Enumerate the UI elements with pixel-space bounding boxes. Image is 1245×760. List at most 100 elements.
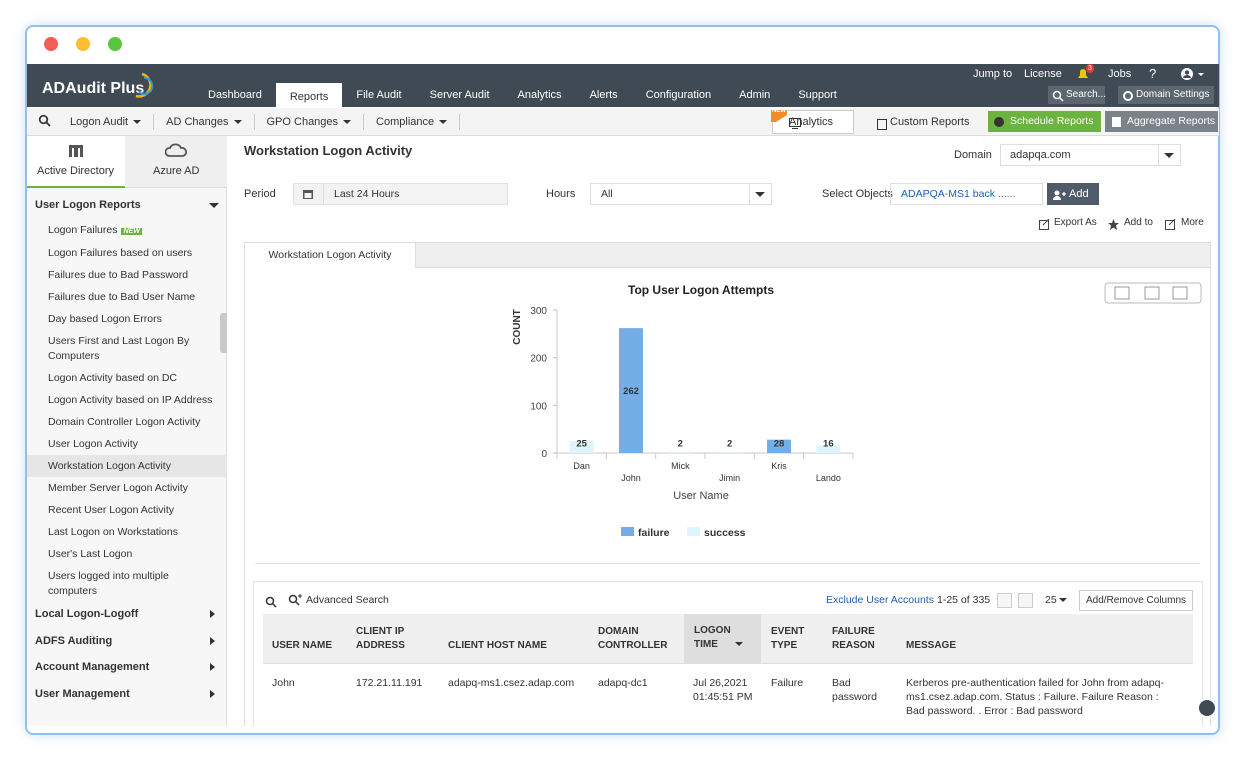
advanced-search[interactable]: Advanced Search [306, 594, 389, 606]
action-link[interactable]: Add to [1124, 217, 1153, 228]
aggregate-reports-button[interactable]: Aggregate Reports [1105, 111, 1218, 132]
page-size[interactable]: 25 [1045, 592, 1073, 608]
domain-settings[interactable]: Domain Settings [1118, 86, 1214, 104]
subnav-menu[interactable]: AD Changes [154, 114, 255, 130]
bell-icon[interactable] [1076, 67, 1090, 81]
ad-icon[interactable] [67, 142, 85, 158]
action-icon[interactable] [1039, 217, 1050, 230]
columns-button[interactable]: Add/Remove Columns [1079, 590, 1193, 611]
sidebar-item[interactable]: Users logged into multiple computers [27, 565, 227, 602]
period-select[interactable]: Last 24 Hours [293, 183, 508, 205]
sidebar-item[interactable]: Users First and Last Logon By Computers [27, 330, 227, 367]
sidebar-section[interactable]: User Management [27, 681, 227, 708]
sidebar-handle[interactable] [220, 313, 227, 353]
sidebar-item[interactable]: Workstation Logon Activity [27, 455, 227, 477]
schedule-reports-button[interactable]: Schedule Reports [988, 111, 1101, 132]
custom-reports-button[interactable]: Custom Reports [870, 110, 978, 134]
sidebar-item[interactable]: Member Server Logon Activity [27, 477, 227, 499]
column-header[interactable]: FAILURE REASON [832, 625, 887, 653]
subnav-menu[interactable]: Logon Audit [58, 114, 155, 130]
user-menu[interactable] [1180, 67, 1208, 81]
sidebar-section[interactable]: Local Logon-Logoff [27, 601, 227, 628]
hours-select[interactable]: All [590, 183, 772, 205]
icon-part [164, 143, 187, 157]
top-link[interactable]: License [1024, 68, 1062, 80]
sidebar-item[interactable]: Logon Activity based on IP Address [27, 389, 227, 411]
sidebar-item[interactable]: Logon Failures NEW [27, 219, 227, 242]
domain-select[interactable]: adapqa.com [1000, 144, 1181, 166]
window-button[interactable] [44, 37, 58, 51]
nav-tab[interactable]: Reports [275, 83, 343, 107]
sidebar-section[interactable]: User Logon Reports [27, 192, 227, 219]
sidebar-item[interactable]: Failures due to Bad User Name [27, 286, 227, 308]
nav-tab[interactable]: Support [798, 89, 837, 101]
paging-info: 1-25 of 335 [937, 594, 991, 606]
sidebar-item[interactable]: User's Last Logon [27, 543, 227, 565]
sidebar-tab-label[interactable]: Active Directory [37, 165, 115, 177]
icon-part [271, 602, 277, 608]
icon-part [1039, 220, 1049, 230]
nav-tab[interactable]: Server Audit [429, 89, 490, 101]
column-header[interactable]: CLIENT IP ADDRESS [356, 625, 431, 653]
nav-tab[interactable]: Alerts [589, 89, 618, 101]
icon-part [771, 110, 787, 122]
nav-tab[interactable]: Dashboard [208, 89, 262, 101]
sidebar-item[interactable]: Logon Failures based on users [27, 242, 227, 264]
advanced-search-icon[interactable] [288, 594, 302, 607]
sidebar-item-text: Day based Logon Errors [48, 312, 162, 325]
table-cell: Jul 26,2021 01:45:51 PM [693, 677, 753, 703]
column-header[interactable]: MESSAGE [906, 625, 1186, 653]
objects-input[interactable]: ADAPQA-MS1 back ...... [890, 183, 1043, 205]
nav-tab[interactable]: File Audit [356, 89, 402, 101]
period-label: Period [244, 188, 276, 200]
data-label: 2 [678, 439, 683, 450]
sidebar-section[interactable]: Account Management [27, 654, 227, 681]
action-icon[interactable] [1165, 217, 1176, 230]
page-size-value: 25 [1045, 594, 1057, 606]
column-header[interactable]: DOMAIN CONTROLLER [598, 625, 673, 653]
sidebar-item[interactable]: Domain Controller Logon Activity [27, 411, 227, 433]
sidebar-item[interactable]: Day based Logon Errors [27, 308, 227, 330]
page-last[interactable] [1018, 593, 1033, 608]
column-header[interactable]: USER NAME [272, 625, 342, 653]
chat-button[interactable] [1197, 698, 1217, 718]
nav-tab[interactable]: Analytics [517, 89, 562, 101]
table-search[interactable] [265, 595, 277, 608]
top-link[interactable]: Jobs [1108, 68, 1132, 80]
sidebar-item[interactable]: Last Logon on Workstations [27, 521, 227, 543]
caret [755, 192, 765, 197]
sidebar-item-text: Failures due to Bad User Name [48, 290, 196, 303]
domain-settings-text: Domain Settings [1136, 89, 1210, 100]
select-divider [749, 184, 750, 204]
table-panel [253, 581, 1203, 726]
nav-tab[interactable]: Configuration [645, 89, 712, 101]
column-header-text: LOGON TIME [694, 625, 731, 650]
action-icon[interactable] [1108, 217, 1119, 230]
nav-tab[interactable]: Admin [739, 89, 771, 101]
action-link[interactable]: More [1181, 217, 1204, 228]
sidebar-item-text: Member Server Logon Activity [48, 481, 189, 494]
action-link[interactable]: Export As [1054, 217, 1097, 228]
sidebar-tab-label[interactable]: Azure AD [153, 165, 200, 177]
subnav-menu[interactable]: Compliance [364, 114, 461, 130]
column-header[interactable]: CLIENT HOST NAME [448, 625, 578, 653]
bar [717, 452, 742, 453]
window-button[interactable] [76, 37, 90, 51]
column-header[interactable]: EVENT TYPE [771, 625, 816, 653]
subnav-menu[interactable]: GPO Changes [255, 114, 365, 130]
sidebar-item[interactable]: Logon Activity based on DC [27, 367, 227, 389]
azure-icon[interactable] [164, 142, 187, 158]
sidebar-item[interactable]: Recent User Logon Activity [27, 499, 227, 521]
subnav-search[interactable] [38, 114, 52, 128]
sidebar-section[interactable]: ADFS Auditing [27, 628, 227, 655]
page-next[interactable] [997, 593, 1012, 608]
top-link[interactable]: Jump to [973, 68, 1013, 80]
report-tab[interactable]: Workstation Logon Activity [245, 243, 416, 268]
help-icon[interactable]: ? [1149, 66, 1157, 81]
sidebar-item[interactable]: Failures due to Bad Password [27, 264, 227, 286]
sidebar-item[interactable]: User Logon Activity [27, 433, 227, 455]
subnav-menu-text: AD Changes [166, 116, 229, 128]
exclude-link[interactable]: Exclude User Accounts [826, 594, 934, 606]
column-header[interactable]: LOGON TIME [694, 624, 756, 652]
window-button[interactable] [108, 37, 122, 51]
